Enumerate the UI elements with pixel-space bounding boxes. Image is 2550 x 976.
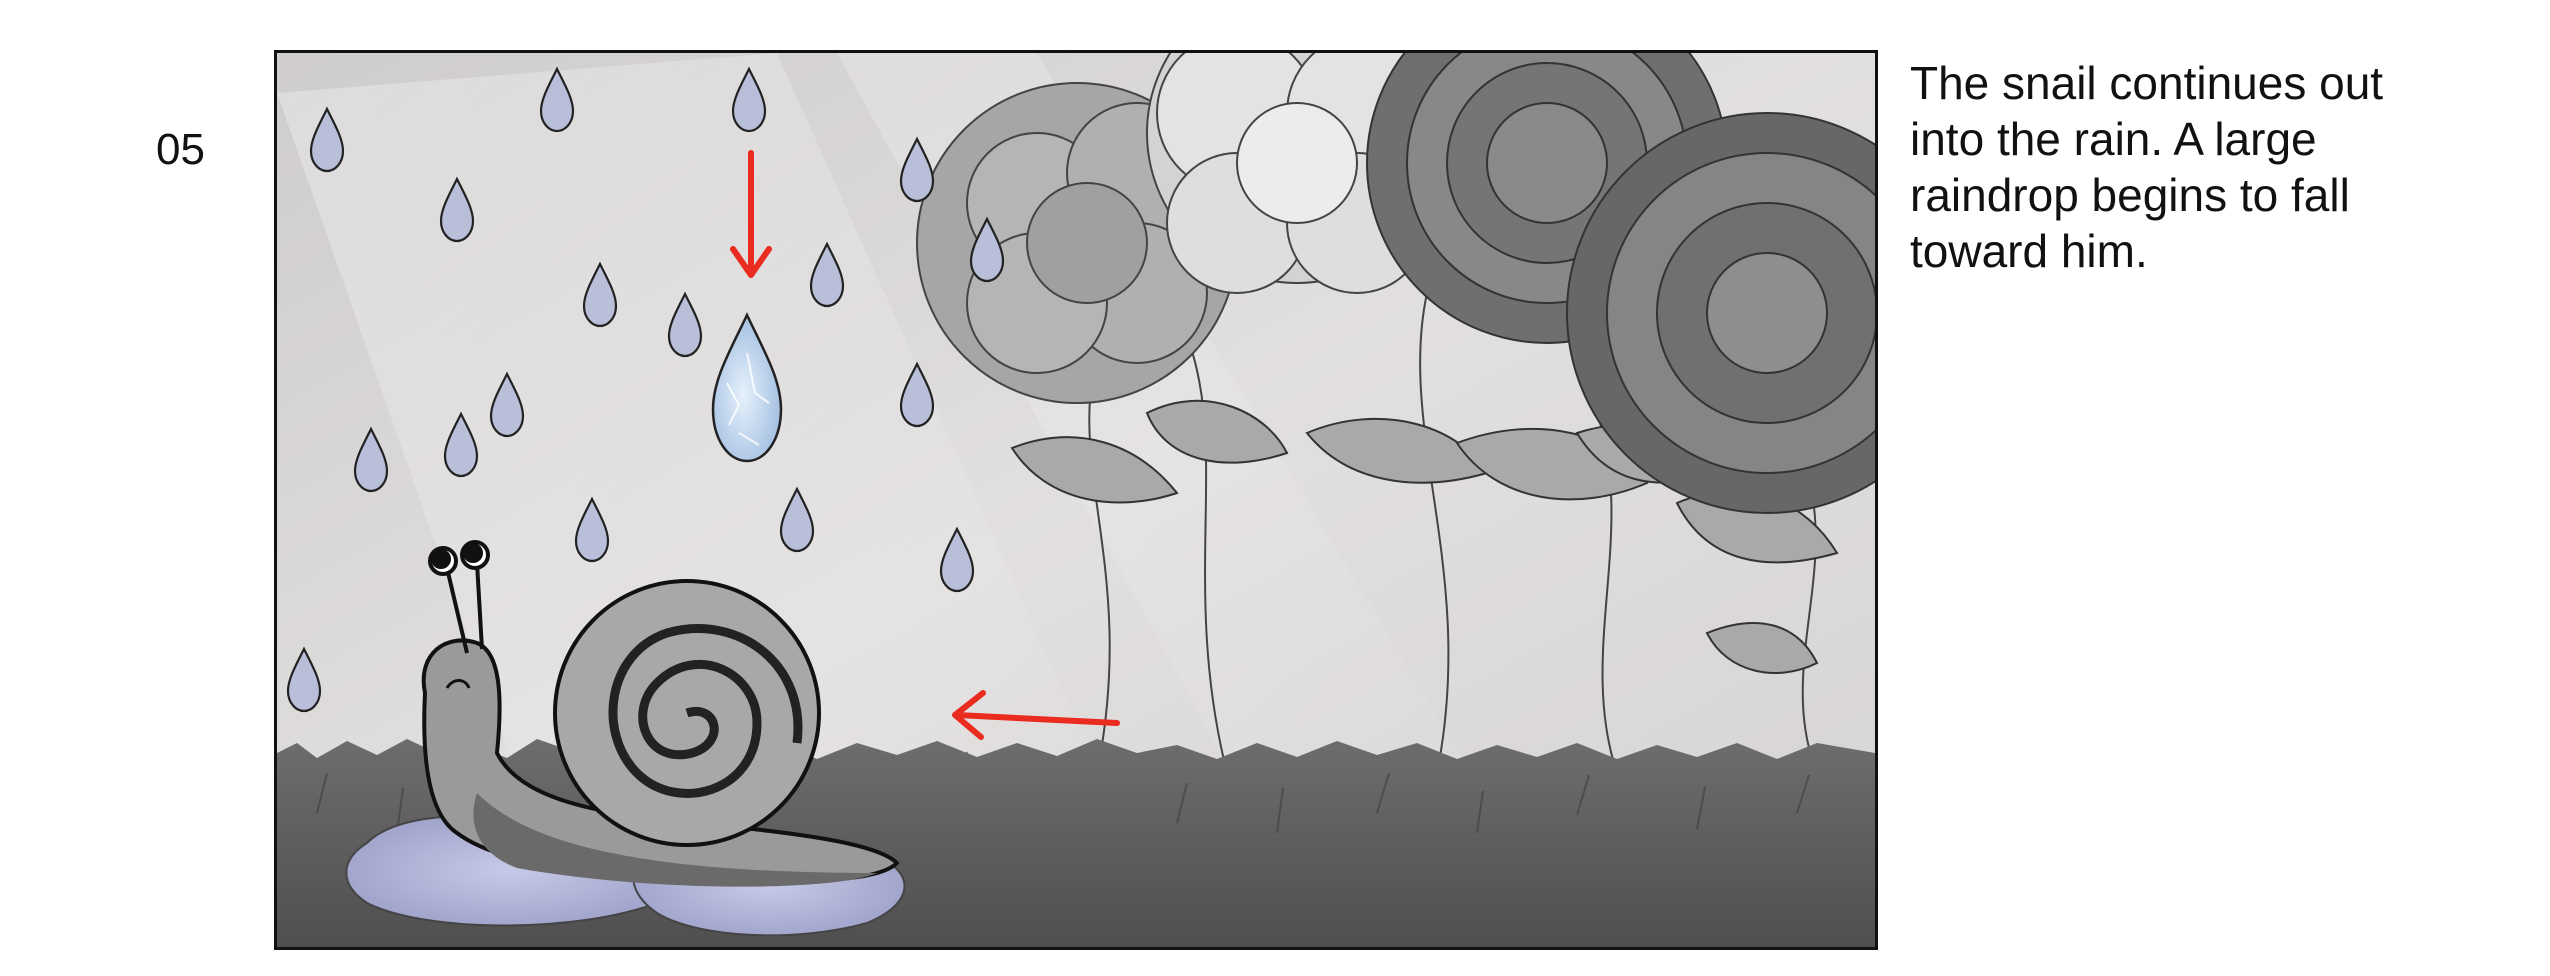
snail-icon bbox=[421, 540, 899, 887]
scene-illustration bbox=[277, 53, 1875, 947]
arrow-left-icon bbox=[952, 690, 1120, 740]
storyboard-panel-frame bbox=[274, 50, 1878, 950]
arrow-down-icon bbox=[730, 150, 772, 278]
panel-number: 05 bbox=[156, 125, 205, 174]
flower-icon bbox=[1146, 53, 1448, 294]
panel-caption: The snail continues out into the rain. A… bbox=[1910, 57, 2384, 278]
flower-icon bbox=[1566, 112, 1875, 514]
